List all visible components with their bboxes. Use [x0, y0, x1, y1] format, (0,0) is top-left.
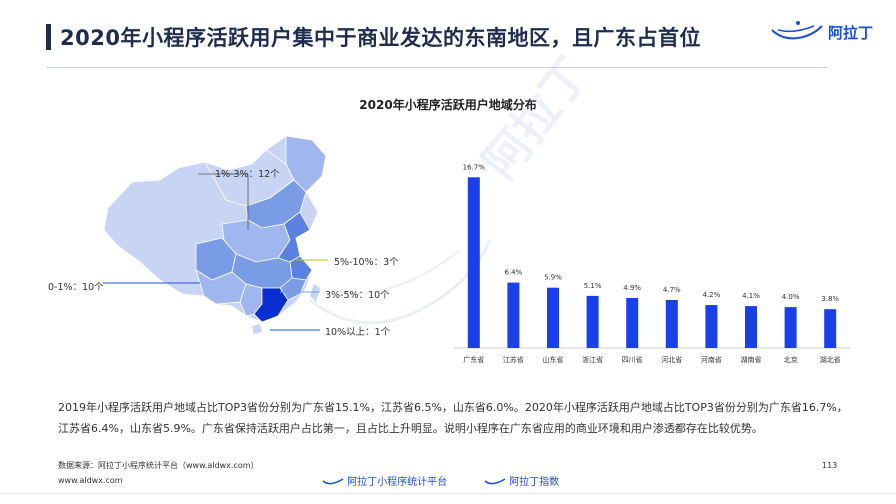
x-tick-label-1: 江苏省: [503, 355, 524, 364]
x-tick-label-4: 四川省: [622, 355, 643, 364]
title-divider: [46, 67, 828, 68]
footer-divider: [0, 493, 896, 494]
bar-8: [784, 307, 797, 348]
bar-value-label-9: 3.8%: [821, 295, 839, 303]
bar-value-label-6: 4.2%: [703, 291, 721, 299]
china-map: [103, 135, 328, 334]
x-tick-label-7: 湖南省: [741, 355, 762, 364]
bar-value-label-5: 4.7%: [663, 286, 681, 294]
x-tick-label-3: 浙江省: [582, 355, 603, 364]
map-region-inner-mongolia: [204, 149, 295, 207]
footer-brand-stats-label: 阿拉丁小程序统计平台: [347, 477, 448, 488]
summary-text: 2019年小程序活跃用户地域占比TOP3省份分别为广东省15.1%，江苏省6.5…: [58, 401, 848, 435]
bar-4: [626, 297, 639, 348]
bar-value-label-3: 5.1%: [584, 282, 602, 290]
map-region-taiwan: [310, 284, 320, 302]
lamp-icon: [484, 477, 506, 487]
x-tick-label-2: 山东省: [543, 355, 564, 364]
map-region-hainan: [252, 324, 262, 334]
bar-5: [665, 299, 678, 348]
map-region-guangdong: [253, 287, 289, 323]
bar-0: [467, 177, 480, 348]
chart-title: 2020年小程序活跃用户地域分布: [359, 98, 537, 112]
x-tick-label-9: 湖北省: [820, 355, 841, 364]
bar-value-label-8: 4.0%: [782, 293, 800, 301]
title-bar: 2020年小程序活跃用户集中于商业发达的东南地区，且广东占首位: [46, 18, 866, 54]
bar-2: [547, 287, 559, 348]
bar-7: [745, 306, 757, 348]
lamp-icon: [771, 21, 823, 40]
bar-value-label-2: 5.9%: [544, 274, 562, 282]
bar-6: [705, 305, 718, 348]
aladdin-logo: 阿拉丁: [768, 18, 888, 46]
legend-label-5to10: 5%-10%：3个: [334, 257, 399, 268]
bar-value-label-0: 16.7%: [463, 163, 486, 171]
bar-chart: 16.7% 广东省 6.4% 江苏省 5.9% 山东省 5.1% 浙江省 4.9% 四川省 4.7%…: [454, 163, 850, 364]
legend-label-3to5: 3%-5%：10个: [325, 290, 390, 301]
bar-value-label-7: 4.1%: [742, 292, 760, 300]
bar-value-label-4: 4.9%: [623, 284, 641, 292]
legend-label-0to1: 0-1%：10个: [48, 282, 104, 293]
page-title: 2020年小程序活跃用户集中于商业发达的东南地区，且广东占首位: [60, 26, 701, 50]
title-accent-bar: [46, 24, 51, 50]
bar-3: [586, 295, 599, 348]
bar-value-label-1: 6.4%: [505, 269, 523, 277]
legend-label-1to3: 1%-3%：12个: [215, 169, 280, 180]
x-tick-label-0: 广东省: [463, 355, 484, 364]
footer-brand-stats[interactable]: 阿拉丁小程序统计平台: [322, 473, 447, 488]
footer-brand-index[interactable]: 阿拉丁指数: [484, 473, 559, 488]
page-number: 113: [822, 461, 838, 470]
bar-1: [507, 282, 520, 348]
x-tick-label-6: 河南省: [701, 355, 722, 364]
x-tick-label-8: 北京: [784, 355, 798, 364]
site-url: www.aldwx.com: [58, 476, 123, 485]
lamp-icon: [322, 477, 344, 487]
legend-label-10plus: 10%以上：1个: [325, 327, 391, 338]
data-source: 数据来源：阿拉丁小程序统计平台（www.aldwx.com）: [58, 461, 259, 470]
x-tick-label-5: 河北省: [661, 355, 682, 364]
logo-text: 阿拉丁: [828, 24, 874, 42]
footer-brand-index-label: 阿拉丁指数: [509, 477, 560, 488]
bar-9: [824, 309, 837, 348]
